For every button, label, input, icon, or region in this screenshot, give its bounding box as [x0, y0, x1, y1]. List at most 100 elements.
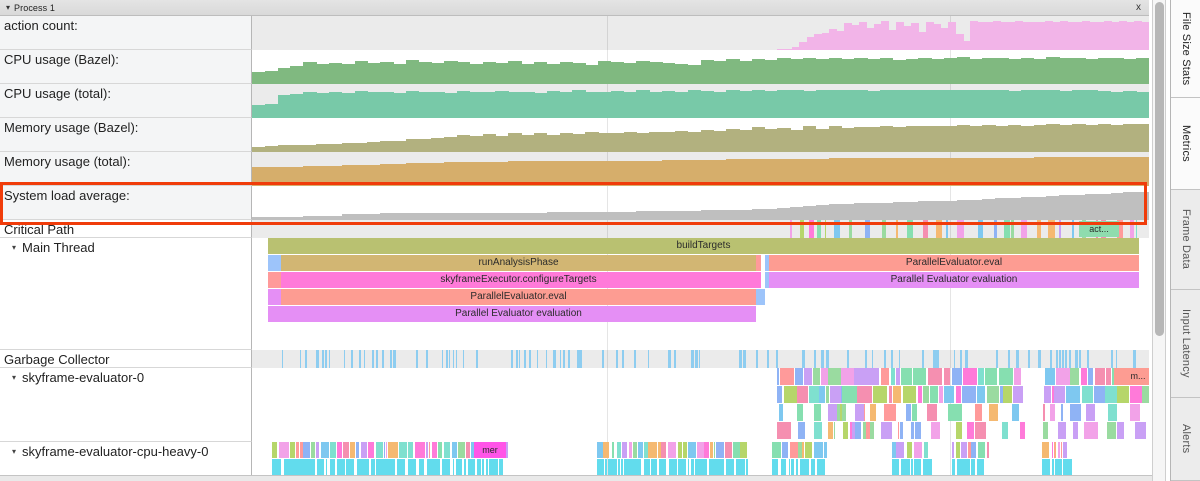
row-label-critical-path[interactable]: Critical Path — [0, 220, 252, 238]
flame-block[interactable] — [802, 442, 805, 458]
row-track[interactable]: act... — [252, 220, 1149, 239]
gc-event-tick[interactable] — [668, 350, 671, 368]
gc-event-tick[interactable] — [1133, 350, 1135, 368]
flame-block[interactable] — [633, 442, 637, 458]
flame-block[interactable] — [905, 404, 912, 421]
gc-event-tick[interactable] — [559, 350, 561, 368]
gc-event-tick[interactable] — [376, 350, 379, 368]
flame-block[interactable] — [644, 442, 649, 458]
gc-event-tick[interactable] — [563, 350, 566, 368]
flame-block[interactable] — [1130, 386, 1143, 403]
flame-block[interactable] — [343, 442, 349, 458]
flame-block[interactable] — [621, 442, 628, 458]
flame-block[interactable] — [912, 404, 917, 421]
flame-block[interactable] — [1116, 386, 1130, 403]
gc-event-tick[interactable] — [898, 350, 900, 368]
flame-block[interactable] — [428, 442, 430, 458]
flame-block[interactable] — [906, 442, 913, 458]
gc-event-tick[interactable] — [647, 350, 649, 368]
gc-event-tick[interactable] — [1078, 350, 1081, 368]
flame-block[interactable] — [901, 368, 913, 385]
flame-block[interactable] — [974, 422, 987, 439]
flame-block[interactable] — [505, 442, 509, 458]
flame-block[interactable] — [709, 442, 714, 458]
flame-block[interactable] — [899, 422, 903, 439]
flame-block[interactable] — [316, 442, 320, 458]
flame-block[interactable] — [1045, 368, 1055, 385]
flame-block[interactable] — [695, 459, 705, 475]
tab-file-size-stats[interactable]: File Size Stats — [1171, 0, 1200, 98]
critical-path-slice[interactable] — [834, 220, 840, 238]
gc-event-tick[interactable] — [996, 350, 998, 368]
flame-block[interactable] — [419, 459, 424, 475]
gc-event-tick[interactable] — [1061, 350, 1064, 368]
flame-block[interactable] — [329, 459, 336, 475]
critical-path-slice[interactable] — [790, 220, 792, 238]
flame-block[interactable] — [819, 386, 825, 403]
flame-block[interactable] — [603, 442, 610, 458]
flame-block[interactable] — [361, 442, 367, 458]
gc-event-tick[interactable] — [552, 350, 555, 368]
flame-block[interactable] — [669, 459, 678, 475]
gc-event-tick[interactable] — [321, 350, 324, 368]
flame-block[interactable] — [910, 422, 914, 439]
flame-block[interactable] — [1043, 422, 1049, 439]
gc-event-tick[interactable] — [937, 350, 939, 368]
flame-block[interactable] — [313, 459, 315, 475]
flame-block[interactable] — [827, 422, 834, 439]
gc-event-tick[interactable] — [1086, 350, 1089, 368]
flame-block[interactable] — [943, 368, 951, 385]
flame-block[interactable] — [272, 442, 278, 458]
row-track[interactable]: buildTargets runAnalysisPhase ParallelEval… — [252, 238, 1149, 351]
row-track[interactable] — [252, 50, 1149, 85]
flame-block[interactable] — [616, 442, 621, 458]
critical-path-slice[interactable] — [957, 220, 964, 238]
gc-event-tick[interactable] — [350, 350, 353, 368]
gc-event-tick[interactable] — [442, 350, 444, 368]
flame-block[interactable] — [1142, 386, 1149, 403]
flame-block[interactable] — [385, 442, 387, 458]
gc-event-tick[interactable] — [536, 350, 538, 368]
gc-event-tick[interactable] — [567, 350, 570, 368]
flame-block[interactable] — [780, 459, 787, 475]
flame-block[interactable] — [1060, 442, 1062, 458]
flame-block[interactable] — [1094, 368, 1105, 385]
gc-event-tick[interactable] — [827, 350, 830, 368]
flame-block[interactable] — [961, 442, 968, 458]
gc-event-tick[interactable] — [766, 350, 769, 368]
flame-block[interactable] — [716, 442, 725, 458]
flame-block[interactable] — [803, 368, 812, 385]
flame-block[interactable] — [718, 459, 724, 475]
critical-path-slice[interactable] — [977, 220, 984, 238]
flame-block[interactable] — [808, 386, 820, 403]
critical-path-slice[interactable] — [1135, 220, 1137, 238]
row-label-garbage-collector[interactable]: Garbage Collector — [0, 350, 252, 368]
gc-event-tick[interactable] — [935, 350, 938, 368]
flame-block[interactable] — [691, 459, 695, 475]
flame-block[interactable] — [971, 442, 977, 458]
critical-path-slice[interactable] — [896, 220, 899, 238]
gc-event-tick[interactable] — [1115, 350, 1117, 368]
flame-block[interactable] — [321, 442, 329, 458]
flame-block[interactable] — [466, 442, 470, 458]
flame-block[interactable] — [852, 422, 858, 439]
flame-block[interactable] — [407, 442, 413, 458]
flame-block[interactable] — [1063, 459, 1072, 475]
gc-event-tick[interactable] — [516, 350, 519, 368]
flame-block[interactable] — [924, 442, 928, 458]
flame-block[interactable] — [856, 386, 860, 403]
flame-block[interactable] — [1081, 368, 1087, 385]
flame-block[interactable] — [798, 422, 805, 439]
flame-block[interactable] — [687, 459, 690, 475]
row-label-cpu-usage-total[interactable]: CPU usage (total): — [0, 84, 252, 118]
flame-block[interactable] — [820, 368, 833, 385]
flame-block[interactable] — [867, 368, 880, 385]
flame-block[interactable] — [873, 386, 887, 403]
flame-block[interactable] — [826, 386, 829, 403]
flame-block[interactable] — [928, 368, 943, 385]
gc-event-tick[interactable] — [576, 350, 579, 368]
critical-path-slice[interactable] — [849, 220, 853, 238]
flame-block[interactable] — [367, 442, 374, 458]
gc-event-tick[interactable] — [745, 350, 747, 368]
flame-block[interactable] — [611, 442, 615, 458]
